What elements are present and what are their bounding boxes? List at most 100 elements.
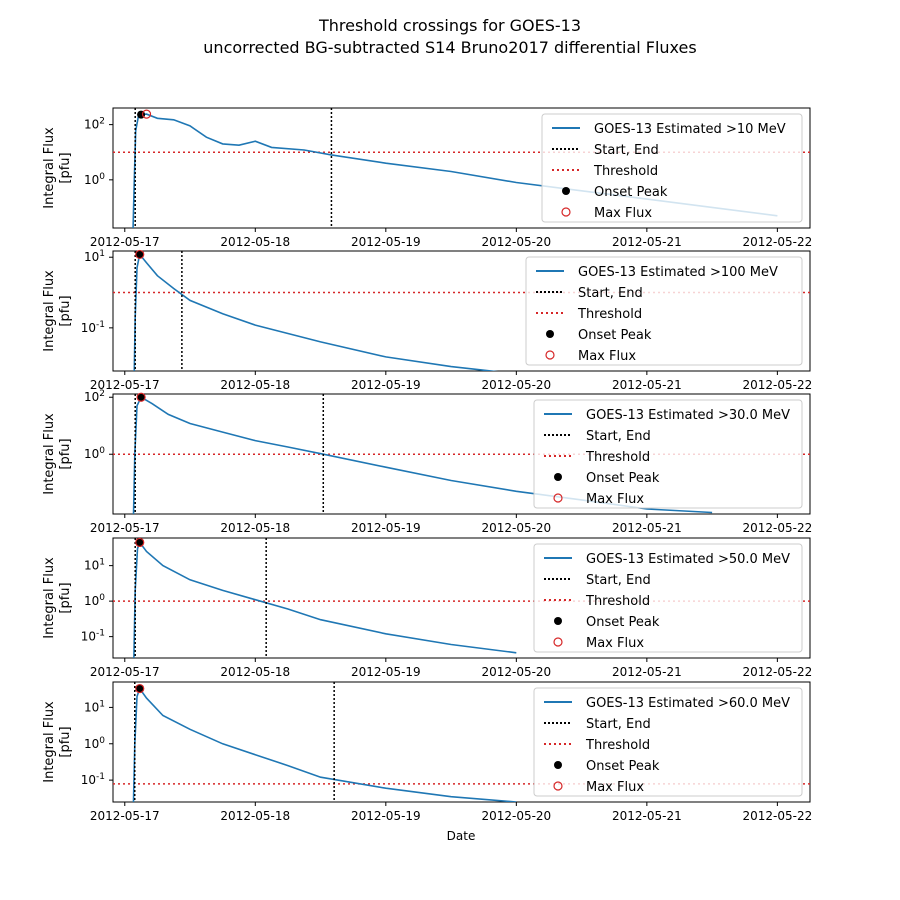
x-tick-label: 2012-05-21: [612, 378, 682, 392]
y-axis-label: Integral Flux [pfu]: [42, 127, 73, 209]
legend: GOES-13 Estimated >30.0 MeV Start, End Thr…: [533, 399, 803, 509]
legend-label: Onset Peak: [586, 615, 660, 630]
y-axis-label: Integral Flux [pfu]: [42, 413, 73, 495]
figure-title-line2: uncorrected BG-subtracted S14 Bruno2017 …: [203, 38, 696, 57]
x-tick-label: 2012-05-18: [220, 665, 290, 679]
legend-label: GOES-13 Estimated >30.0 MeV: [586, 408, 790, 423]
x-axis-label: Date: [447, 829, 476, 843]
legend-label: GOES-13 Estimated >100 MeV: [578, 265, 778, 280]
x-tick-label: 2012-05-19: [351, 378, 421, 392]
flux-series-line: [132, 686, 517, 802]
y-tick-label: 100: [84, 172, 105, 187]
max-flux-marker: [141, 109, 152, 119]
x-tick-label: 2012-05-18: [220, 378, 290, 392]
x-tick-label: 2012-05-18: [220, 521, 290, 535]
legend-onset-swatch: [546, 330, 554, 338]
svg-text:[pfu]: [pfu]: [58, 438, 73, 469]
svg-text:[pfu]: [pfu]: [58, 295, 73, 326]
legend-label: GOES-13 Estimated >10 MeV: [594, 122, 786, 137]
x-tick-label: 2012-05-21: [612, 521, 682, 535]
axes-frame: [112, 250, 811, 372]
legend: GOES-13 Estimated >100 MeV Start, End Thre…: [525, 256, 803, 366]
y-tick-label: 10-1: [81, 320, 105, 335]
legend-label: GOES-13 Estimated >50.0 MeV: [586, 552, 790, 567]
legend-box: [533, 399, 803, 509]
x-tick-label: 2012-05-19: [351, 665, 421, 679]
legend-maxflux-swatch: [553, 781, 563, 791]
panel-100mev: 2012-05-17 2012-05-18 2012-05-19 2012-05-20…: [42, 249, 812, 392]
y-axis-label: Integral Flux [pfu]: [42, 270, 73, 352]
max-flux-marker: [135, 537, 145, 548]
svg-text:Integral Flux: Integral Flux: [42, 557, 57, 639]
onset-peak-marker: [135, 538, 144, 547]
svg-text:Integral Flux: Integral Flux: [42, 701, 57, 783]
legend-label: Max Flux: [586, 492, 644, 507]
y-tick-label: 10-1: [81, 772, 105, 787]
legend-label: GOES-13 Estimated >60.0 MeV: [586, 696, 790, 711]
y-tick-label: 100: [84, 446, 105, 461]
legend-onset-swatch: [554, 761, 562, 769]
axes-frame: [112, 537, 811, 659]
x-tick-label: 2012-05-20: [481, 235, 551, 249]
legend-label: Max Flux: [594, 206, 652, 221]
legend-label: Start, End: [586, 573, 651, 588]
x-tick-label: 2012-05-20: [481, 521, 551, 535]
onset-peak-marker: [137, 393, 146, 402]
y-tick-label: 101: [84, 249, 105, 264]
x-tick-label: 2012-05-17: [90, 378, 160, 392]
legend-onset-swatch: [554, 473, 562, 481]
legend-onset-swatch: [562, 187, 570, 195]
x-tick-label: 2012-05-22: [742, 235, 812, 249]
axes-frame: [112, 681, 811, 803]
legend-maxflux-swatch: [553, 637, 563, 647]
x-tick-label: 2012-05-22: [742, 521, 812, 535]
legend-label: Max Flux: [578, 349, 636, 364]
legend-label: Onset Peak: [594, 185, 668, 200]
x-tick-label: 2012-05-21: [612, 235, 682, 249]
legend-label: Start, End: [578, 286, 643, 301]
legend-onset-swatch: [554, 617, 562, 625]
panel-60mev: 2012-05-17 2012-05-18 2012-05-19 2012-05-20…: [42, 681, 812, 823]
y-tick-label: 101: [84, 699, 105, 714]
legend-maxflux-swatch: [545, 350, 555, 360]
x-tick-label: 2012-05-17: [90, 809, 160, 823]
legend-maxflux-swatch: [553, 493, 563, 503]
max-flux-marker: [135, 249, 145, 260]
legend-box: [533, 543, 803, 653]
svg-text:Integral Flux: Integral Flux: [42, 413, 57, 495]
svg-text:[pfu]: [pfu]: [58, 582, 73, 613]
max-flux-marker: [135, 683, 145, 694]
x-tick-label: 2012-05-22: [742, 378, 812, 392]
y-tick-label: 100: [84, 593, 105, 608]
svg-text:[pfu]: [pfu]: [58, 726, 73, 757]
legend-label: Start, End: [586, 429, 651, 444]
svg-text:Integral Flux: Integral Flux: [42, 270, 57, 352]
legend-label: Start, End: [594, 143, 659, 158]
onset-peak-marker: [135, 684, 144, 693]
figure-title-line1: Threshold crossings for GOES-13: [318, 16, 581, 35]
x-tick-label: 2012-05-17: [90, 665, 160, 679]
y-axis-label: Integral Flux [pfu]: [42, 701, 73, 783]
legend-label: Onset Peak: [586, 471, 660, 486]
y-tick-label: 102: [84, 389, 105, 404]
x-tick-label: 2012-05-22: [742, 665, 812, 679]
panel-10mev: 2012-05-17 2012-05-18 2012-05-19 2012-05-20…: [42, 107, 812, 249]
legend-label: Max Flux: [586, 636, 644, 651]
legend-label: Threshold: [585, 594, 650, 609]
x-tick-label: 2012-05-22: [742, 809, 812, 823]
legend-label: Max Flux: [586, 780, 644, 795]
svg-text:Integral Flux: Integral Flux: [42, 127, 57, 209]
max-flux-marker: [136, 392, 146, 402]
panel-30mev: 2012-05-17 2012-05-18 2012-05-19 2012-05-20…: [42, 389, 812, 535]
x-tick-label: 2012-05-19: [351, 809, 421, 823]
x-tick-label: 2012-05-20: [481, 378, 551, 392]
y-tick-label: 102: [84, 117, 105, 132]
legend: GOES-13 Estimated >10 MeV Start, End Thres…: [541, 113, 803, 223]
legend-label: Onset Peak: [578, 328, 652, 343]
legend-box: [541, 113, 803, 223]
legend-label: Threshold: [577, 307, 642, 322]
svg-text:[pfu]: [pfu]: [58, 152, 73, 183]
legend-label: Threshold: [585, 450, 650, 465]
legend-box: [525, 256, 803, 366]
